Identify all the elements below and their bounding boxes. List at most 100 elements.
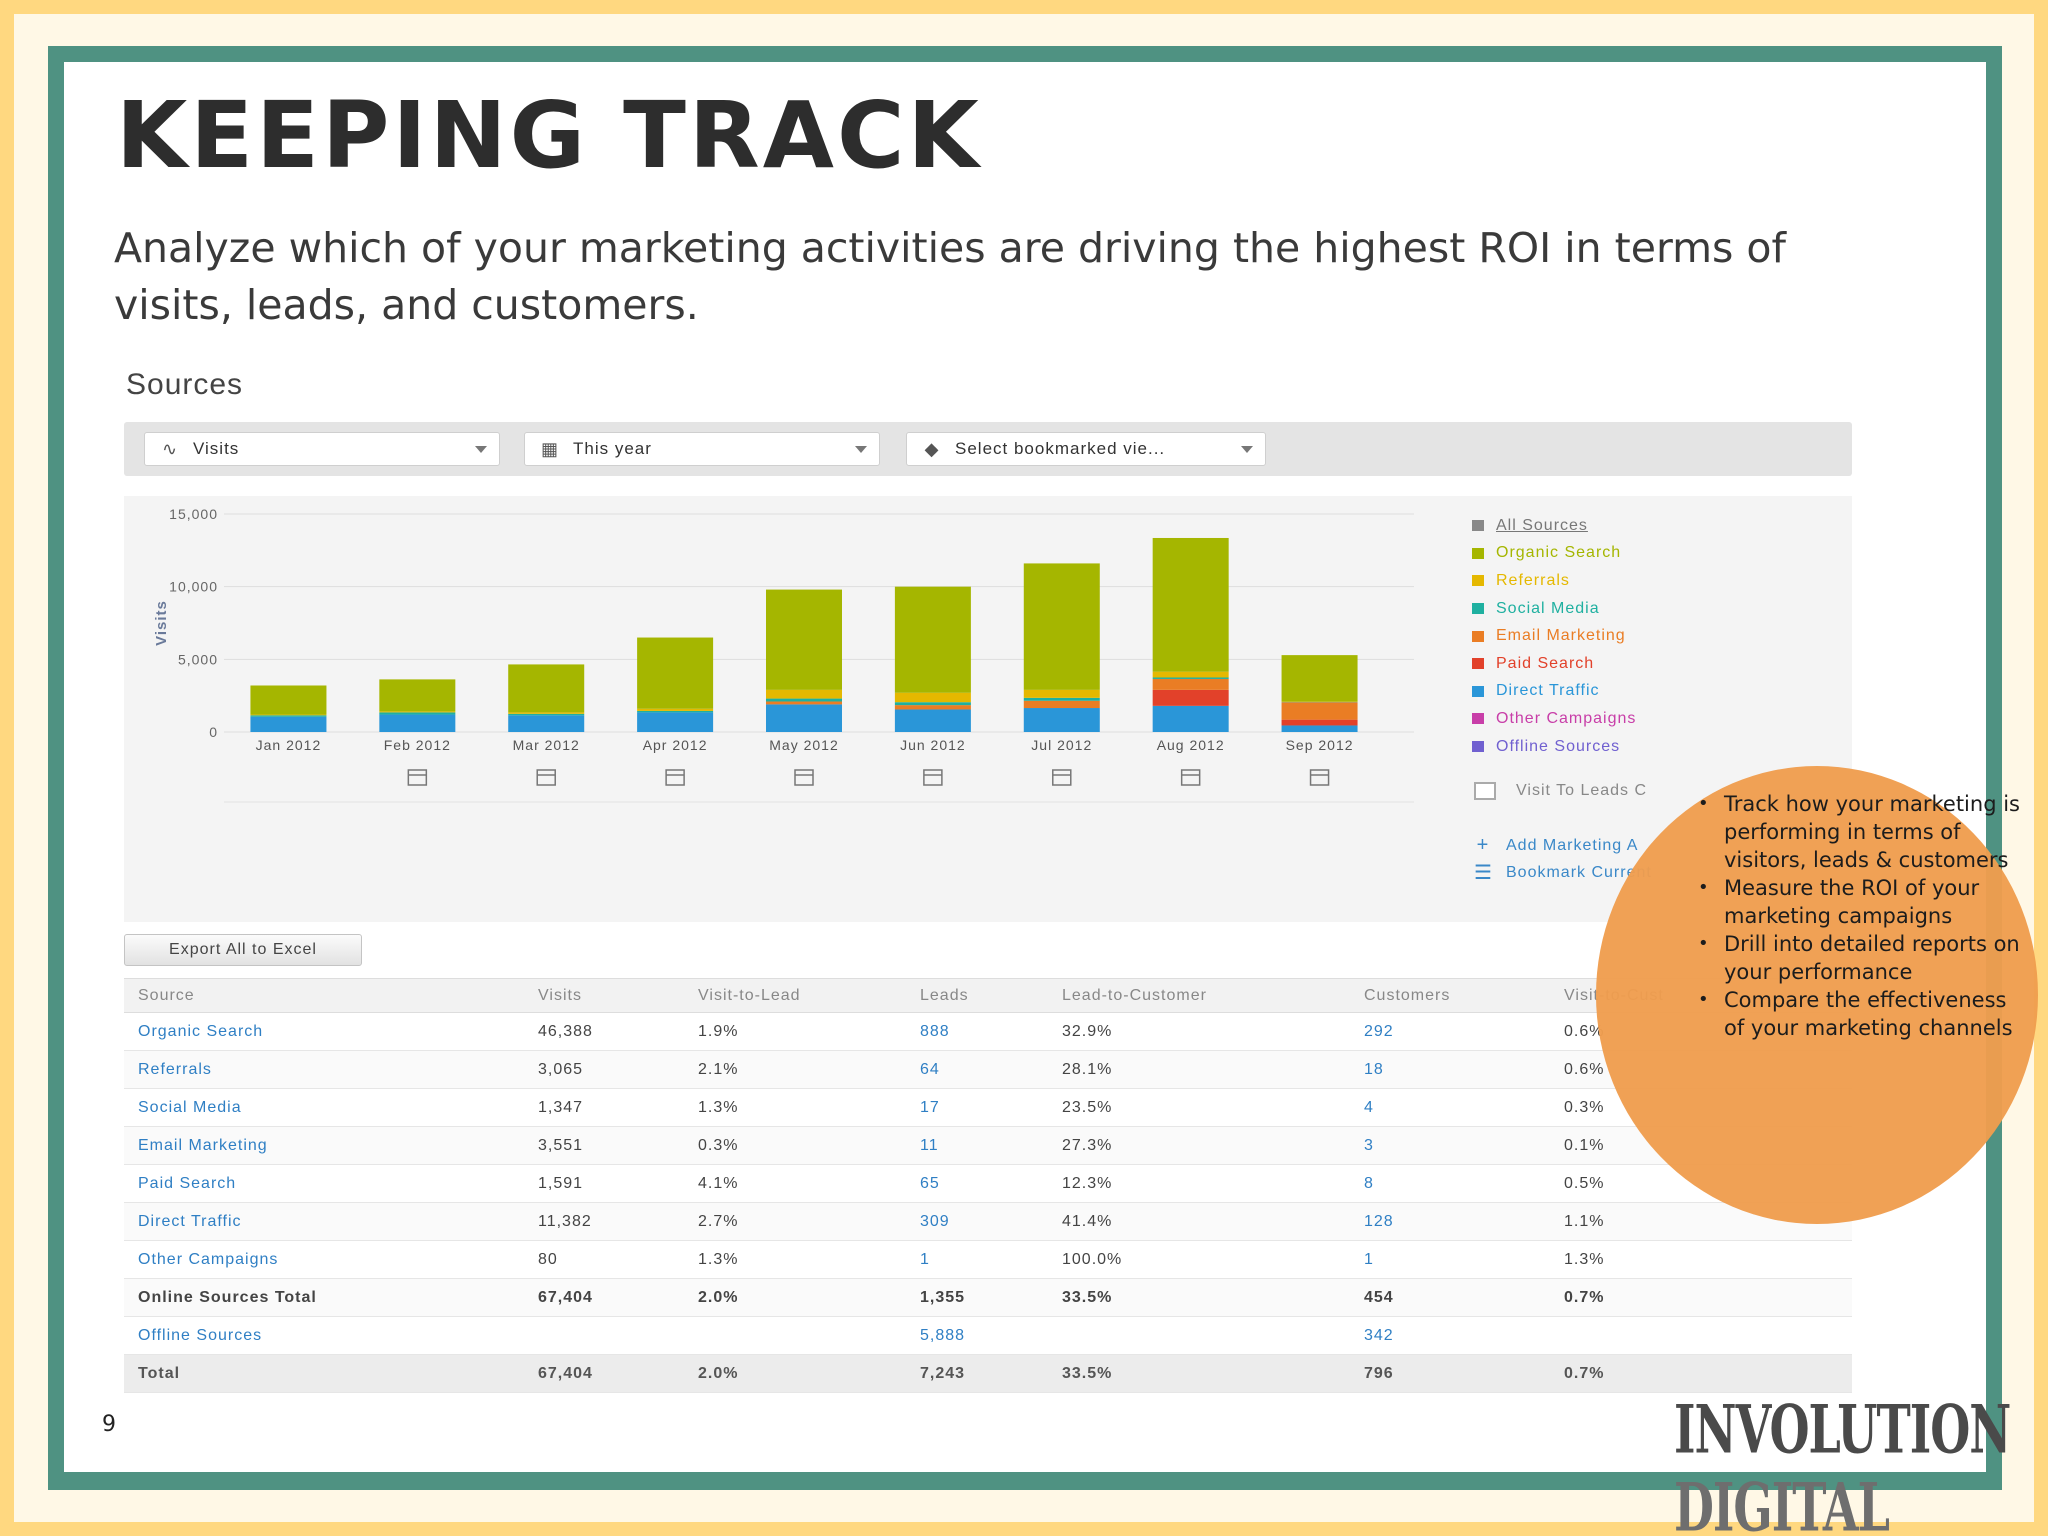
table-cell-leads[interactable]: 888	[906, 1012, 1048, 1051]
bar-segment-direct-traffic[interactable]	[766, 704, 842, 732]
table-cell-customers[interactable]: 1	[1350, 1240, 1550, 1279]
bar-segment-referrals[interactable]	[379, 711, 456, 713]
calendar-icon[interactable]	[794, 769, 814, 786]
legend-item-offline-sources[interactable]: Offline Sources	[1472, 733, 1636, 761]
column-header[interactable]: Lead-to-Customer	[1048, 978, 1350, 1013]
bar-segment-paid-search[interactable]	[1281, 719, 1358, 726]
bar-segment-direct-traffic[interactable]	[379, 714, 456, 732]
bar-segment-referrals[interactable]	[766, 689, 842, 699]
bar-segment-organic-search[interactable]	[894, 586, 971, 693]
legend-item-email-marketing[interactable]: Email Marketing	[1472, 622, 1636, 650]
bar-segment-organic-search[interactable]	[1023, 563, 1100, 690]
add-marketing-link[interactable]: + Add Marketing A	[1474, 834, 1638, 857]
column-header[interactable]: Leads	[906, 978, 1048, 1013]
table-cell-customers[interactable]: 8	[1350, 1164, 1550, 1203]
period-dropdown[interactable]: ▦ This year	[524, 432, 880, 466]
bar-segment-organic-search[interactable]	[379, 679, 456, 712]
legend-item-referrals[interactable]: Referrals	[1472, 567, 1636, 595]
calendar-icon[interactable]	[407, 769, 428, 786]
legend-item-paid-search[interactable]: Paid Search	[1472, 650, 1636, 678]
bar-segment-direct-traffic[interactable]	[250, 716, 327, 732]
table-cell-customers[interactable]: 342	[1350, 1316, 1550, 1355]
table-cell-source[interactable]: Other Campaigns	[124, 1240, 524, 1279]
logo-word: DIGITAL	[1674, 1468, 1890, 1536]
table-cell-visits: 46,388	[524, 1012, 684, 1051]
bar-segment-social-media[interactable]	[250, 715, 327, 717]
bar-segment-paid-search[interactable]	[1152, 689, 1229, 706]
bar-segment-email-marketing[interactable]	[1152, 678, 1229, 690]
legend-item-other-campaigns[interactable]: Other Campaigns	[1472, 705, 1636, 733]
bar-segment-email-marketing[interactable]	[894, 705, 971, 710]
bar-segment-social-media[interactable]	[1023, 697, 1100, 701]
table-cell-source[interactable]: Direct Traffic	[124, 1202, 524, 1241]
bar-segment-direct-traffic[interactable]	[894, 709, 971, 732]
table-cell-customers[interactable]: 3	[1350, 1126, 1550, 1165]
table-cell-leads[interactable]: 309	[906, 1202, 1048, 1241]
bar-segment-social-media[interactable]	[1152, 677, 1229, 679]
table-cell-source[interactable]: Offline Sources	[124, 1316, 524, 1355]
bookmark-current-link[interactable]: ☰ Bookmark Current	[1474, 860, 1652, 885]
calendar-icon[interactable]	[1180, 769, 1201, 786]
bar-segment-email-marketing[interactable]	[1281, 702, 1358, 720]
bar-segment-organic-search[interactable]	[766, 589, 842, 690]
bar-segment-referrals[interactable]	[1023, 689, 1100, 698]
table-cell-visits: 67,404	[524, 1278, 684, 1317]
calendar-icon[interactable]	[1052, 769, 1072, 786]
bar-segment-direct-traffic[interactable]	[1281, 725, 1358, 732]
calendar-icon[interactable]	[665, 769, 685, 786]
table-cell-customers[interactable]: 292	[1350, 1012, 1550, 1051]
visit-to-leads-toggle[interactable]: Visit To Leads C	[1474, 782, 1647, 800]
legend-item-social-media[interactable]: Social Media	[1472, 595, 1636, 623]
bar-segment-direct-traffic[interactable]	[1152, 705, 1229, 732]
bar-segment-organic-search[interactable]	[637, 637, 714, 709]
table-cell-source[interactable]: Email Marketing	[124, 1126, 524, 1165]
table-cell-leads[interactable]: 17	[906, 1088, 1048, 1127]
table-cell-source[interactable]: Paid Search	[124, 1164, 524, 1203]
bar-segment-social-media[interactable]	[637, 710, 714, 713]
table-cell-source[interactable]: Referrals	[124, 1050, 524, 1089]
bar-segment-social-media[interactable]	[379, 712, 456, 715]
metric-dropdown[interactable]: ∿ Visits	[144, 432, 500, 466]
column-header[interactable]: Customers	[1350, 978, 1550, 1013]
bar-segment-social-media[interactable]	[894, 702, 971, 706]
column-header[interactable]: Visit-to-Lead	[684, 978, 906, 1013]
table-cell-customers[interactable]: 128	[1350, 1202, 1550, 1241]
column-header[interactable]: Visits	[524, 978, 684, 1013]
table-cell-customers[interactable]: 4	[1350, 1088, 1550, 1127]
table-cell-source[interactable]: Social Media	[124, 1088, 524, 1127]
table-cell-leads[interactable]: 5,888	[906, 1316, 1048, 1355]
bar-segment-referrals[interactable]	[894, 692, 971, 703]
legend-swatch	[1472, 575, 1484, 587]
bar-segment-referrals[interactable]	[250, 714, 327, 716]
bar-segment-social-media[interactable]	[508, 713, 585, 716]
legend-item-all-sources[interactable]: All Sources	[1472, 512, 1636, 540]
bar-segment-email-marketing[interactable]	[766, 701, 842, 705]
export-excel-button[interactable]: Export All to Excel	[124, 934, 362, 966]
bar-segment-referrals[interactable]	[637, 708, 714, 711]
checkbox[interactable]	[1474, 782, 1496, 800]
calendar-icon[interactable]	[1309, 769, 1330, 786]
legend-item-direct-traffic[interactable]: Direct Traffic	[1472, 678, 1636, 706]
bar-segment-direct-traffic[interactable]	[637, 712, 714, 732]
bar-segment-organic-search[interactable]	[1152, 537, 1229, 672]
table-cell-source[interactable]: Organic Search	[124, 1012, 524, 1051]
bar-segment-social-media[interactable]	[766, 698, 842, 702]
legend-item-organic-search[interactable]: Organic Search	[1472, 540, 1636, 568]
table-cell-leads[interactable]: 64	[906, 1050, 1048, 1089]
table-cell-leads[interactable]: 65	[906, 1164, 1048, 1203]
bar-segment-organic-search[interactable]	[508, 664, 585, 713]
column-header[interactable]: Source	[124, 978, 524, 1013]
table-cell-leads[interactable]: 11	[906, 1126, 1048, 1165]
bar-segment-email-marketing[interactable]	[1023, 700, 1100, 709]
bar-segment-referrals[interactable]	[1152, 671, 1229, 678]
bar-segment-referrals[interactable]	[508, 712, 585, 714]
bar-segment-organic-search[interactable]	[250, 685, 327, 715]
bar-segment-direct-traffic[interactable]	[1023, 708, 1100, 732]
table-cell-leads[interactable]: 1	[906, 1240, 1048, 1279]
bookmark-dropdown[interactable]: ◆ Select bookmarked vie...	[906, 432, 1266, 466]
calendar-icon[interactable]	[923, 769, 943, 786]
table-cell-customers[interactable]: 18	[1350, 1050, 1550, 1089]
bar-segment-organic-search[interactable]	[1281, 655, 1358, 702]
bar-segment-direct-traffic[interactable]	[508, 715, 585, 732]
calendar-icon[interactable]	[536, 769, 556, 786]
